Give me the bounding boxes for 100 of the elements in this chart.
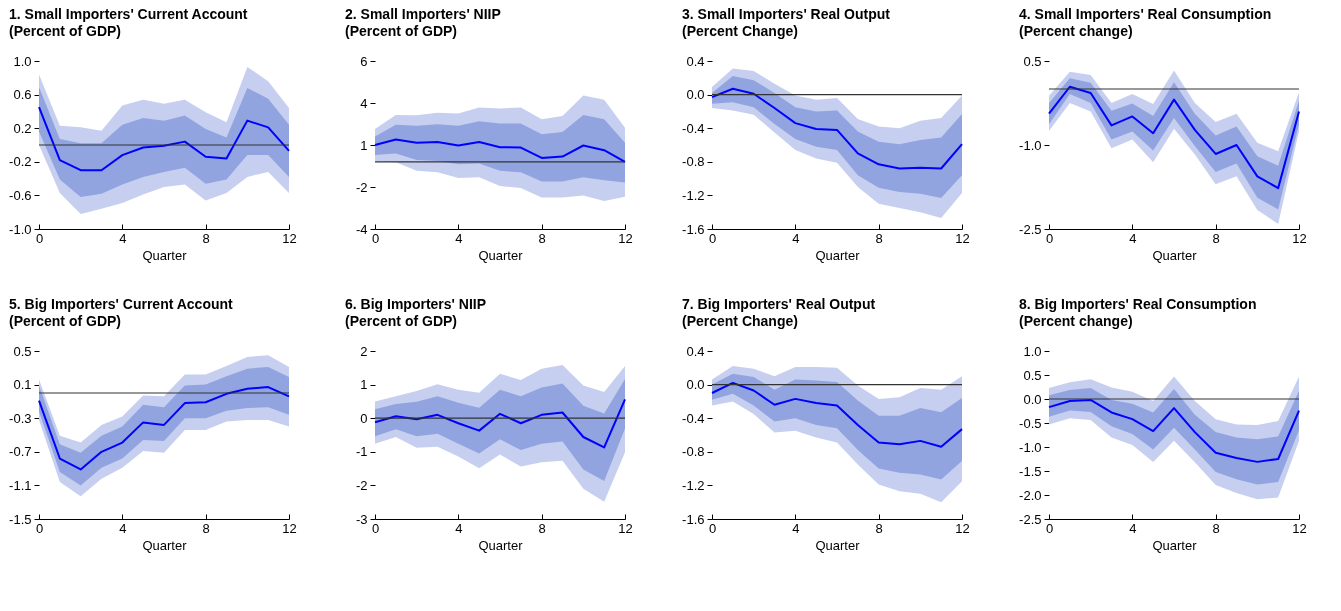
y-tick-label: -0.7 — [9, 444, 32, 460]
y-tick-label: 0.6 — [13, 87, 32, 103]
chart-subtitle: (Percent change) — [1019, 313, 1133, 329]
chart-title: 1. Small Importers' Current Account — [9, 6, 248, 22]
x-tick-label: 12 — [618, 230, 633, 246]
x-tick-label: 0 — [371, 230, 380, 246]
x-tick-label: 8 — [1212, 520, 1220, 536]
x-tick-label: 8 — [202, 520, 210, 536]
x-tick-label: 4 — [455, 230, 463, 246]
line-series — [711, 87, 963, 170]
x-tick-label: 12 — [282, 520, 297, 536]
y-tick-label: -1.1 — [9, 477, 32, 493]
y-tick-label: -1.0 — [1019, 439, 1042, 455]
chart-title: 8. Big Importers' Real Consumption — [1019, 296, 1257, 312]
x-tick-label: 12 — [282, 230, 297, 246]
chart-subtitle: (Percent of GDP) — [345, 23, 458, 39]
x-tick-label: 12 — [955, 230, 970, 246]
y-tick-label: -0.4 — [682, 410, 705, 426]
line-series — [374, 398, 626, 449]
x-tick-label: 4 — [1129, 230, 1137, 246]
y-tick-label: -1 — [355, 444, 368, 460]
line-series — [1048, 85, 1300, 190]
y-tick-label: -4 — [355, 221, 368, 237]
y-tick-label: -3 — [355, 511, 368, 527]
chart-title: 5. Big Importers' Current Account — [9, 296, 234, 312]
y-tick-label: 0.5 — [1023, 53, 1042, 69]
line-series — [711, 381, 963, 448]
x-axis-title: Quarter — [1152, 537, 1198, 553]
y-tick-label: -0.8 — [682, 444, 705, 460]
x-tick-label: 0 — [371, 520, 380, 536]
x-tick-label: 4 — [119, 520, 127, 536]
line-series — [1048, 398, 1300, 463]
y-tick-label: 2 — [360, 343, 368, 359]
y-tick-label: 1 — [360, 377, 368, 393]
y-tick-label: 0.1 — [13, 377, 32, 393]
y-tick-label: 0 — [360, 410, 368, 426]
chart-title: 7. Big Importers' Real Output — [682, 296, 876, 312]
y-tick-label: -0.4 — [682, 120, 705, 136]
y-tick-label: -2 — [355, 477, 368, 493]
y-tick-label: -0.6 — [9, 187, 32, 203]
y-tick-label: 0.0 — [1023, 391, 1042, 407]
y-tick-label: -1.2 — [682, 477, 705, 493]
x-tick-label: 8 — [875, 520, 883, 536]
x-tick-label: 12 — [1292, 230, 1307, 246]
y-tick-label: 0.4 — [686, 53, 705, 69]
y-tick-label: 1.0 — [1023, 343, 1042, 359]
y-tick-label: 4 — [360, 95, 368, 111]
x-tick-label: 0 — [1045, 230, 1054, 246]
x-tick-label: 4 — [792, 230, 800, 246]
x-axis-title: Quarter — [1152, 247, 1198, 263]
y-tick-label: 1 — [360, 137, 368, 153]
y-tick-label: -0.5 — [1019, 415, 1042, 431]
x-tick-label: 0 — [708, 230, 717, 246]
x-tick-label: 8 — [875, 230, 883, 246]
x-tick-label: 0 — [708, 520, 717, 536]
x-axis-title: Quarter — [815, 537, 861, 553]
line-series — [38, 386, 290, 471]
line-series — [374, 138, 626, 163]
x-axis-title: Quarter — [142, 537, 188, 553]
x-tick-label: 4 — [792, 520, 800, 536]
y-tick-label: 0.0 — [686, 87, 705, 103]
line-series — [38, 106, 290, 172]
chart-title: 2. Small Importers' NIIP — [345, 6, 501, 22]
y-tick-label: 6 — [360, 53, 368, 69]
y-tick-label: -0.2 — [9, 154, 32, 170]
x-tick-label: 4 — [455, 520, 463, 536]
x-tick-label: 12 — [618, 520, 633, 536]
chart-title: 6. Big Importers' NIIP — [345, 296, 487, 312]
y-tick-label: -1.5 — [9, 511, 32, 527]
y-tick-label: 0.4 — [686, 343, 705, 359]
x-tick-label: 8 — [1212, 230, 1220, 246]
y-tick-label: -1.0 — [9, 221, 32, 237]
y-tick-label: -2.0 — [1019, 487, 1042, 503]
x-axis-title: Quarter — [478, 247, 524, 263]
y-tick-label: 0.5 — [1023, 367, 1042, 383]
y-tick-label: 0.5 — [13, 343, 32, 359]
x-tick-label: 0 — [35, 520, 44, 536]
x-tick-label: 12 — [1292, 520, 1307, 536]
chart-title: 4. Small Importers' Real Consumption — [1019, 6, 1272, 22]
x-axis-title: Quarter — [142, 247, 188, 263]
y-tick-label: 0.0 — [686, 377, 705, 393]
y-tick-label: -1.6 — [682, 511, 705, 527]
chart-subtitle: (Percent Change) — [682, 23, 798, 39]
x-tick-label: 0 — [35, 230, 44, 246]
y-tick-label: -2.5 — [1019, 221, 1042, 237]
y-tick-label: -2 — [355, 179, 368, 195]
y-tick-label: -0.3 — [9, 410, 32, 426]
x-tick-label: 8 — [538, 520, 546, 536]
chart-subtitle: (Percent change) — [1019, 23, 1133, 39]
chart-title: 3. Small Importers' Real Output — [682, 6, 891, 22]
y-tick-label: -0.8 — [682, 154, 705, 170]
y-tick-label: -1.6 — [682, 221, 705, 237]
x-tick-label: 4 — [119, 230, 127, 246]
chart-subtitle: (Percent of GDP) — [345, 313, 458, 329]
y-tick-label: -1.2 — [682, 187, 705, 203]
chart-subtitle: (Percent of GDP) — [9, 23, 122, 39]
x-tick-label: 4 — [1129, 520, 1137, 536]
chart-subtitle: (Percent Change) — [682, 313, 798, 329]
x-tick-label: 8 — [538, 230, 546, 246]
y-tick-label: 0.2 — [13, 120, 32, 136]
